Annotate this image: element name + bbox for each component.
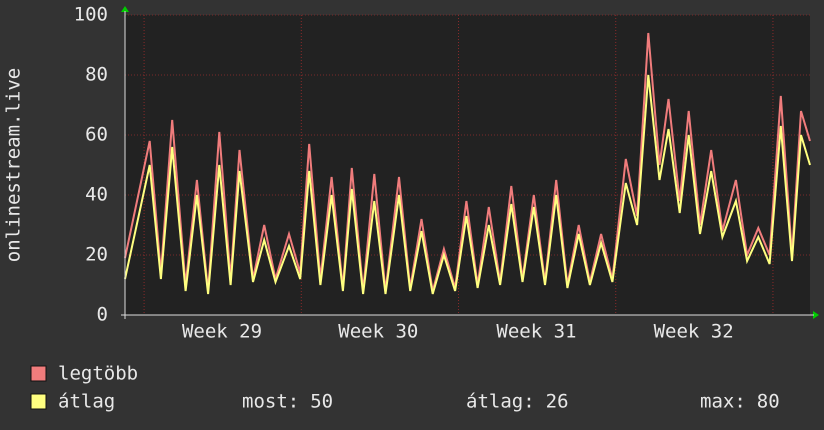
legend-swatch <box>30 365 47 382</box>
y-tick-label: 80 <box>85 64 108 86</box>
legend-label: átlag <box>58 391 115 413</box>
stat-value: 80 <box>757 391 780 413</box>
stat-value: 26 <box>546 391 569 413</box>
y-tick-label: 100 <box>74 4 108 26</box>
series-line <box>124 74 811 295</box>
legend-label: legtöbb <box>58 363 138 385</box>
y-tick-label: 40 <box>85 184 108 206</box>
stat-label: most: <box>242 391 299 413</box>
x-tick-label: Week 30 <box>338 321 418 343</box>
stat-label: átlag: <box>466 391 535 413</box>
y-tick-label: 20 <box>85 244 108 266</box>
x-tick-label: Week 29 <box>182 321 262 343</box>
stat-value: 50 <box>310 391 333 413</box>
y-tick-label: 0 <box>97 304 108 326</box>
x-tick-label: Week 31 <box>496 321 576 343</box>
x-tick-label: Week 32 <box>654 321 734 343</box>
axis-arrow <box>813 311 819 319</box>
y-tick-label: 60 <box>85 124 108 146</box>
y-axis-label: onlinestream.live <box>3 68 25 262</box>
plot-area <box>125 15 810 315</box>
legend-swatch <box>30 393 47 410</box>
axis-arrow <box>121 6 129 12</box>
stat-label: max: <box>700 391 746 413</box>
